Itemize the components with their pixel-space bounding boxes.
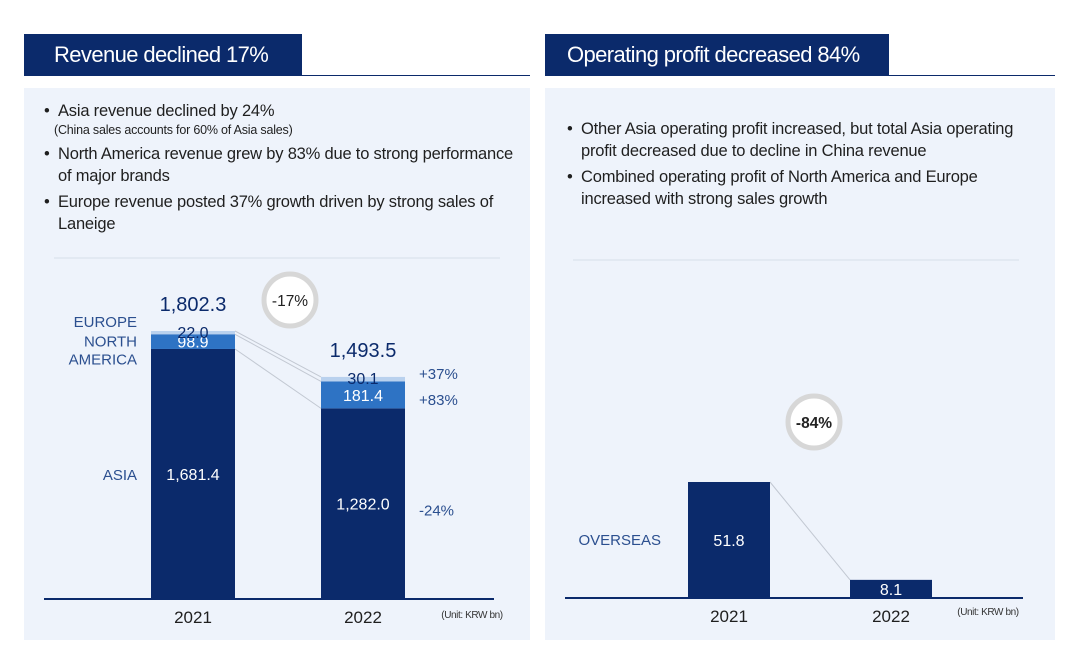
value-label-europe-2021: 22.0 <box>177 325 208 342</box>
left-header: Revenue declined 17% <box>24 34 530 76</box>
connector-line <box>234 330 322 378</box>
bar-north-america-2022 <box>321 381 405 409</box>
connector-line <box>769 481 851 581</box>
bullet-na-europe-text: Combined operating profit of North Ameri… <box>581 168 978 208</box>
bullet-europe: Europe revenue posted 37% growth driven … <box>44 191 514 235</box>
category-label-2022: 2022 <box>344 608 382 627</box>
revenue-unit: (Unit: KRW bn) <box>441 610 503 621</box>
category-label-2021: 2021 <box>174 608 212 627</box>
profit-unit: (Unit: KRW bn) <box>957 607 1019 618</box>
bar-asia-2022 <box>321 408 405 599</box>
value-label-asia-2021: 1,681.4 <box>166 467 219 484</box>
profit-badge: -84% <box>796 415 832 432</box>
connector-line <box>234 333 322 382</box>
profit-panel: Other Asia operating profit increased, b… <box>545 88 1055 640</box>
bullet-asia-note: (China sales accounts for 60% of Asia sa… <box>54 123 293 137</box>
series-name-overseas: OVERSEAS <box>578 532 661 549</box>
series-name-europe: EUROPE <box>74 314 137 331</box>
bar-asia-2021 <box>151 348 235 599</box>
right-header: Operating profit decreased 84% <box>545 34 1055 76</box>
bullet-other-asia: Other Asia operating profit increased, b… <box>567 118 1047 162</box>
right-header-rule <box>889 75 1055 76</box>
revenue-chart: 1,681.4 98.922.0 1,802.3 1,282.0 181.430.1 1,… <box>44 257 503 627</box>
left-header-rule <box>302 75 530 76</box>
value-label-overseas-2021: 51.8 <box>713 533 744 550</box>
profit-chart: 51.8 2021 8.1 2022 OVERSEAS -84% (Unit: KRW … <box>565 259 1023 626</box>
change-label-europe: +37% <box>419 366 458 383</box>
category-label-2022: 2022 <box>872 607 910 626</box>
right-title: Operating profit decreased 84% <box>545 34 889 76</box>
bullet-na-europe: Combined operating profit of North Ameri… <box>567 166 1047 210</box>
bullet-asia: Asia revenue declined by 24% (China sales… <box>44 100 514 139</box>
value-label-overseas-2022: 8.1 <box>880 582 902 599</box>
total-label-2022: 1,493.5 <box>330 340 397 362</box>
bar-north-america-2021 <box>151 334 235 349</box>
bullet-na-text: North America revenue grew by 83% due to… <box>58 145 514 185</box>
series-name-north-america: NORTH <box>84 333 137 350</box>
bullet-north-america: North America revenue grew by 83% due to… <box>44 143 514 187</box>
series-name-asia: ASIA <box>103 467 137 484</box>
value-label-asia-2022: 1,282.0 <box>336 497 389 514</box>
change-label-asia: -24% <box>419 503 454 520</box>
value-label-europe-2022: 30.1 <box>347 371 378 388</box>
revenue-panel: Asia revenue declined by 24% (China sales… <box>24 88 530 640</box>
connector-line <box>234 348 322 409</box>
left-title: Revenue declined 17% <box>24 34 302 76</box>
bar-europe-2021 <box>151 331 235 335</box>
change-label-north-america: +83% <box>419 392 458 409</box>
series-name-north-america: AMERICA <box>69 351 137 368</box>
revenue-badge-circle <box>261 271 319 329</box>
bullet-europe-text: Europe revenue posted 37% growth driven … <box>58 193 494 233</box>
value-label-north-america-2021: 98.9 <box>177 335 208 352</box>
total-label-2021: 1,802.3 <box>160 294 227 316</box>
category-label-2021: 2021 <box>710 607 748 626</box>
bar-overseas-2022 <box>850 579 932 598</box>
revenue-badge: -17% <box>272 293 308 310</box>
bar-europe-2022 <box>321 376 405 382</box>
bullet-asia-text: Asia revenue declined by 24% <box>58 102 275 120</box>
profit-badge-circle <box>785 393 843 451</box>
value-label-north-america-2022: 181.4 <box>343 388 383 405</box>
bar-overseas-2021 <box>688 482 770 598</box>
profit-bullets: Other Asia operating profit increased, b… <box>567 118 1047 214</box>
revenue-bullets: Asia revenue declined by 24% (China sales… <box>44 100 514 239</box>
bullet-other-asia-text: Other Asia operating profit increased, b… <box>581 120 1014 160</box>
